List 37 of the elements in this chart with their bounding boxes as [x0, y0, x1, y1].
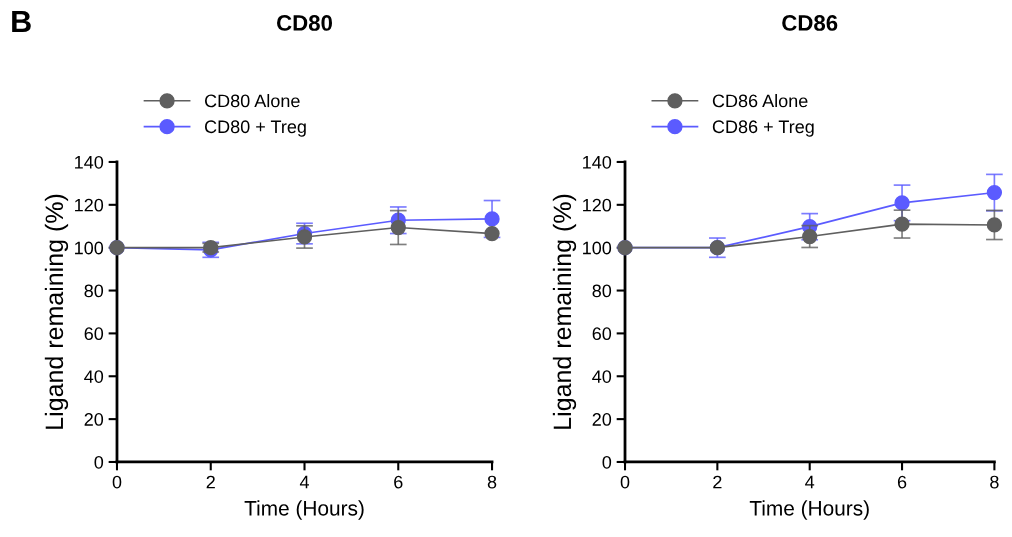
chart-title: CD86 [782, 15, 838, 31]
x-tick-label: 0 [112, 475, 122, 489]
y-tick-label: 20 [592, 413, 612, 426]
x-tick-label: 8 [487, 475, 497, 489]
y-tick-label: 120 [75, 198, 104, 212]
y-tick-label: 40 [592, 370, 612, 383]
y-tick-label: 140 [75, 155, 104, 169]
chart-title: CD80 [277, 15, 333, 31]
y-tick-label: 140 [583, 155, 612, 169]
y-tick-label: 60 [592, 327, 612, 341]
y-tick-label: 100 [583, 241, 612, 255]
y-axis-title: Ligand remaining (%) [552, 194, 577, 429]
legend-label: CD80 Alone [204, 94, 300, 108]
y-tick-label: 80 [592, 284, 612, 298]
y-tick-label: 40 [84, 370, 104, 383]
y-axis-title: Ligand remaining (%) [44, 194, 69, 429]
x-tick-label: 4 [299, 475, 309, 489]
legend-label: CD80 + Treg [204, 120, 306, 137]
y-tick-label: 60 [84, 327, 104, 341]
x-axis-title: Time (Hours) [244, 500, 364, 520]
x-axis-title: Time (Hours) [749, 500, 869, 520]
x-tick-label: 2 [206, 475, 215, 489]
x-tick-label: 6 [897, 475, 907, 489]
x-tick-label: 0 [620, 475, 630, 489]
x-tick-label: 4 [805, 475, 815, 489]
y-tick-label: 0 [94, 455, 104, 469]
legend-label: CD86 Alone [712, 94, 808, 108]
legend-label: CD86 + Treg [712, 120, 814, 137]
text: B [12, 11, 31, 33]
y-tick-label: 100 [75, 241, 104, 255]
x-tick-label: 2 [713, 475, 722, 489]
x-tick-label: 6 [394, 475, 403, 489]
y-tick-label: 120 [583, 198, 612, 212]
x-tick-label: 8 [990, 475, 999, 489]
y-tick-label: 0 [602, 455, 612, 469]
y-tick-label: 80 [84, 284, 104, 298]
y-tick-label: 20 [84, 413, 104, 426]
